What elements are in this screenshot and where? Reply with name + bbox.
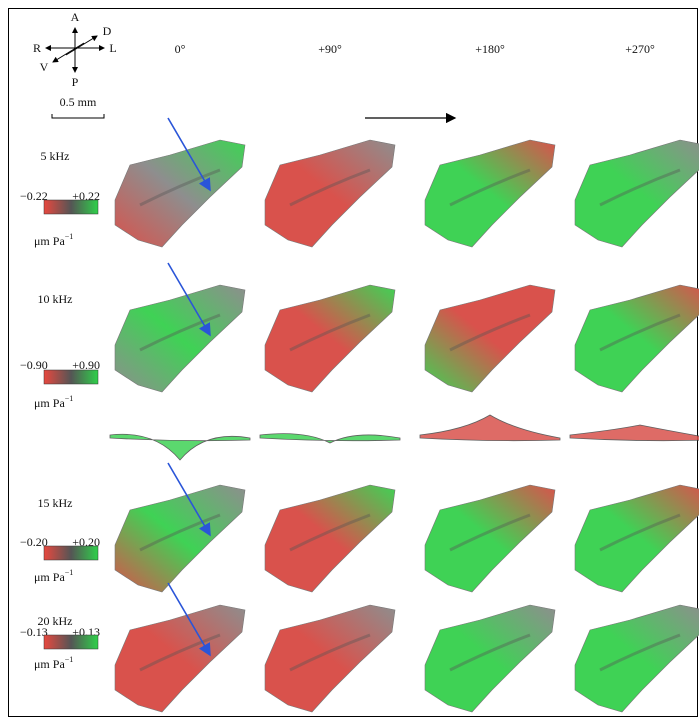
profile-view <box>419 414 561 442</box>
compass <box>45 27 105 73</box>
colorbar <box>43 545 99 561</box>
colorbar-max: +0.20 <box>72 535 100 549</box>
colorbar-unit: μm Pa−1 <box>34 232 73 247</box>
frequency-label: 5 kHz <box>41 149 70 163</box>
label-dorsal: D <box>103 24 112 38</box>
label-ventral: V <box>40 60 49 74</box>
colorbar-min: −0.20 <box>20 535 48 549</box>
surface-panel <box>424 284 556 393</box>
colorbar-unit: μm Pa−1 <box>34 568 73 583</box>
surface-ridge <box>139 513 221 552</box>
label-left: L <box>109 41 116 55</box>
frequency-label: 20 kHz <box>38 614 73 628</box>
surface-panel <box>264 484 396 593</box>
column-header: +90° <box>318 42 342 56</box>
blue-arrow <box>167 117 211 192</box>
colorbar <box>43 634 99 650</box>
surface-panel <box>114 604 246 713</box>
colorbar <box>43 369 99 385</box>
colorbar-max: +0.90 <box>72 358 100 372</box>
column-header: 0° <box>175 42 186 56</box>
surface-ridge <box>449 513 531 552</box>
surface-ridge <box>139 313 221 352</box>
surface-ridge <box>289 168 371 207</box>
scale-bar <box>51 114 105 119</box>
surface-ridge <box>139 168 221 207</box>
surface-panel <box>264 284 396 393</box>
surface-ridge <box>599 513 681 552</box>
surface-panel <box>114 139 246 248</box>
profile-view <box>569 424 699 442</box>
surface-ridge <box>599 168 681 207</box>
column-header: +180° <box>475 42 505 56</box>
surface-ridge <box>289 313 371 352</box>
scale-bar-label: 0.5 mm <box>60 95 97 109</box>
surface-ridge <box>599 633 681 672</box>
surface-panel <box>574 284 699 393</box>
label-posterior: P <box>72 75 79 89</box>
surface-panel <box>424 139 556 248</box>
surface-ridge <box>289 513 371 552</box>
frequency-label: 10 kHz <box>38 292 73 306</box>
surface-panel <box>264 139 396 248</box>
surface-panel <box>424 604 556 713</box>
frequency-label: 15 kHz <box>38 496 73 510</box>
surface-ridge <box>139 633 221 672</box>
colorbar-max: +0.22 <box>72 189 100 203</box>
surface-panel <box>574 604 699 713</box>
blue-arrow <box>167 582 211 657</box>
surface-ridge <box>449 168 531 207</box>
profile-view <box>109 433 251 461</box>
surface-ridge <box>449 633 531 672</box>
surface-ridge <box>599 313 681 352</box>
surface-panel <box>114 484 246 593</box>
colorbar-unit: μm Pa−1 <box>34 655 73 670</box>
colorbar-unit: μm Pa−1 <box>34 394 73 409</box>
label-anterior: A <box>71 10 80 24</box>
surface-ridge <box>289 633 371 672</box>
blue-arrow <box>167 462 211 537</box>
surface-panel <box>114 284 246 393</box>
profile-view <box>259 433 401 444</box>
colorbar-min: −0.13 <box>20 625 48 639</box>
surface-ridge <box>449 313 531 352</box>
label-right: R <box>33 41 41 55</box>
colorbar-min: −0.22 <box>20 189 48 203</box>
colorbar-min: −0.90 <box>20 358 48 372</box>
surface-panel <box>574 484 699 593</box>
column-header: +270° <box>625 42 655 56</box>
surface-panel <box>424 484 556 593</box>
surface-panel <box>574 139 699 248</box>
blue-arrow <box>167 262 211 337</box>
surface-panel <box>264 604 396 713</box>
colorbar <box>43 199 99 215</box>
